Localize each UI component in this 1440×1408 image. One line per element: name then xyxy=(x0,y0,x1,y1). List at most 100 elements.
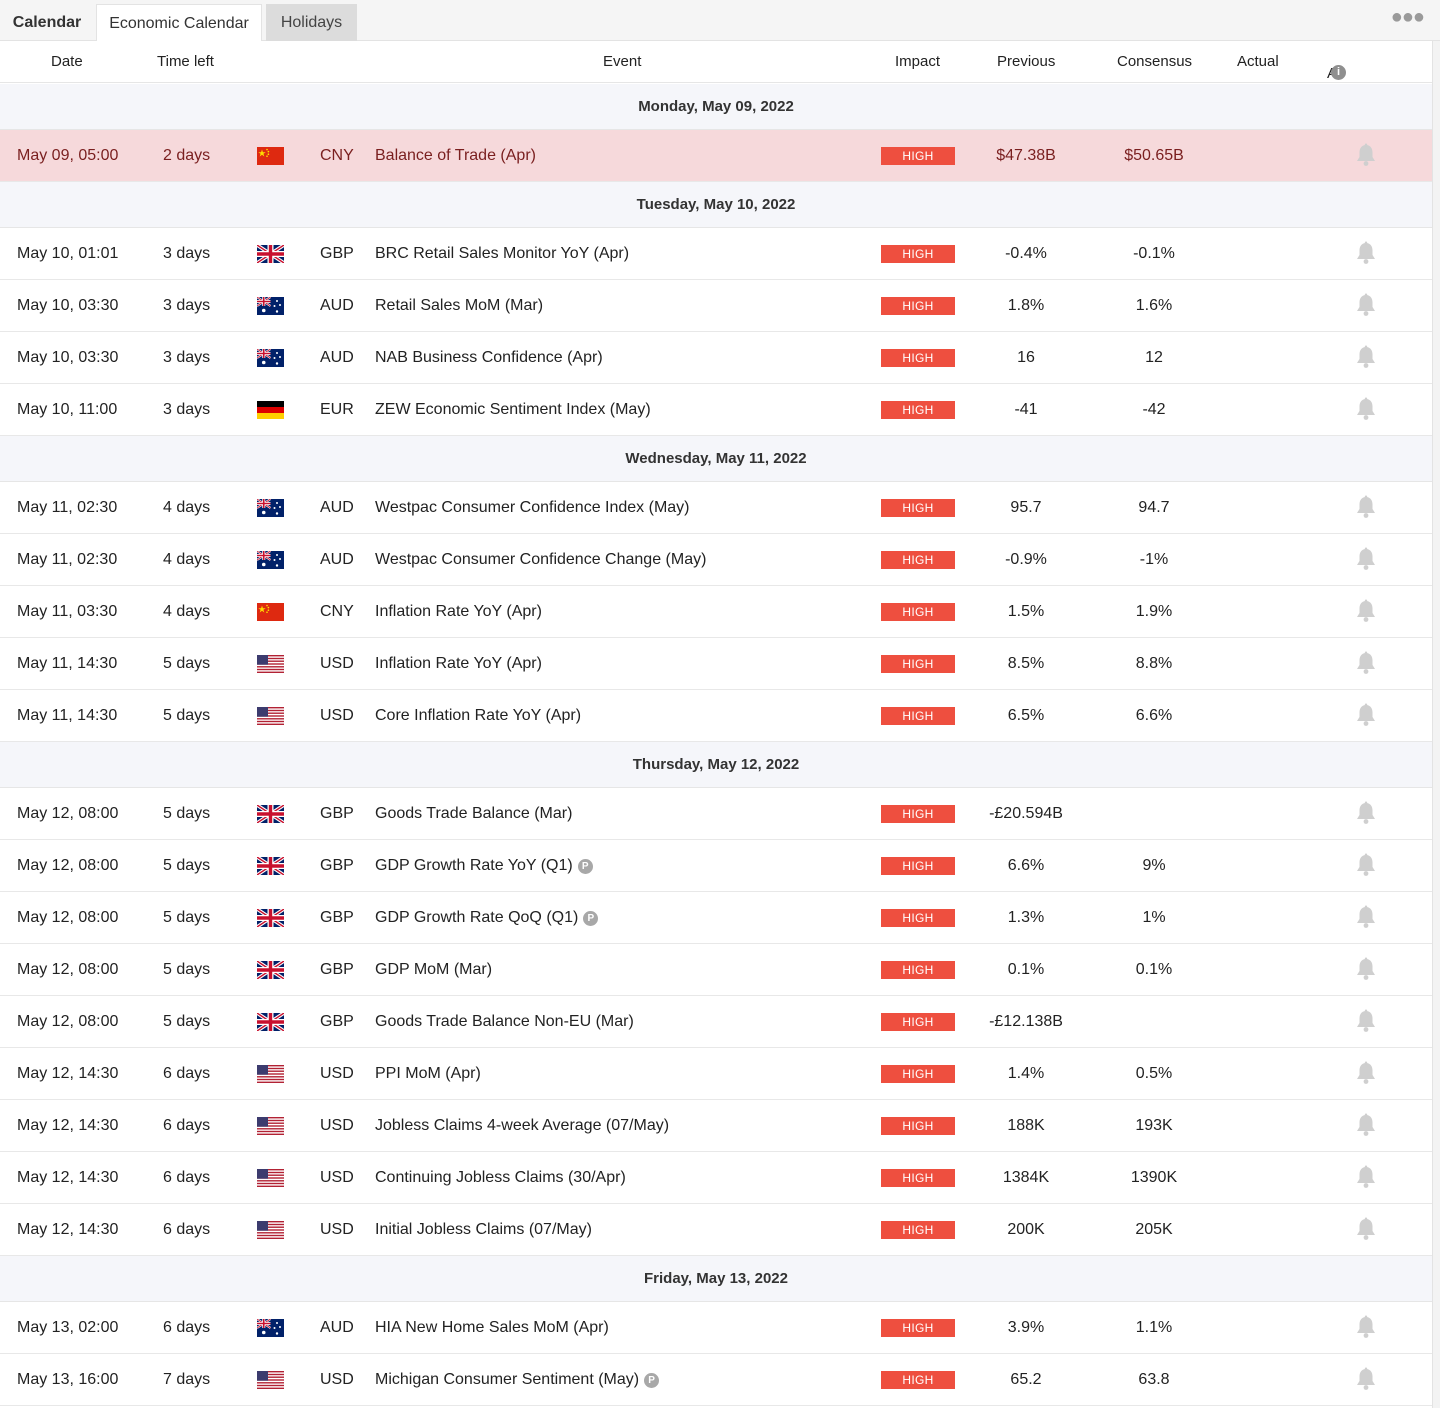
table-row[interactable]: May 12, 08:00 5 days GBP Goods Trade Bal… xyxy=(0,996,1432,1048)
event-time-left: 6 days xyxy=(163,1169,211,1186)
bell-icon[interactable] xyxy=(1355,957,1377,981)
event-title[interactable]: ZEW Economic Sentiment Index (May) xyxy=(375,401,651,418)
table-row[interactable]: May 12, 14:30 6 days USD PPI MoM (Apr) H… xyxy=(0,1048,1432,1100)
table-row[interactable]: May 10, 11:00 3 days EUR ZEW Economic Se… xyxy=(0,384,1432,436)
event-title[interactable]: Balance of Trade (Apr) xyxy=(375,147,536,164)
scrollbar[interactable] xyxy=(1432,41,1440,1408)
event-title-cell: ZEW Economic Sentiment Index (May) xyxy=(375,384,651,435)
event-consensus: 0.1% xyxy=(1135,961,1173,978)
tab-holidays[interactable]: Holidays xyxy=(266,4,357,41)
event-currency: AUD xyxy=(320,297,354,314)
table-row[interactable]: May 11, 02:30 4 days AUD Westpac Consume… xyxy=(0,482,1432,534)
col-actual[interactable]: Actual xyxy=(1237,53,1279,70)
bell-icon[interactable] xyxy=(1355,495,1377,519)
event-date: May 13, 02:00 xyxy=(17,1319,119,1336)
event-title-cell: PPI MoM (Apr) xyxy=(375,1048,481,1099)
event-date: May 11, 14:30 xyxy=(17,707,118,724)
bell-icon[interactable] xyxy=(1355,293,1377,317)
table-row[interactable]: May 11, 02:30 4 days AUD Westpac Consume… xyxy=(0,534,1432,586)
event-title[interactable]: Goods Trade Balance (Mar) xyxy=(375,805,573,822)
event-date: May 10, 01:01 xyxy=(17,245,119,262)
bell-icon[interactable] xyxy=(1355,801,1377,825)
table-row[interactable]: May 12, 08:00 5 days GBP GDP Growth Rate… xyxy=(0,892,1432,944)
event-consensus: 12 xyxy=(1145,349,1163,366)
bell-icon[interactable] xyxy=(1355,1165,1377,1189)
impact-badge: HIGH xyxy=(881,805,955,823)
bell-icon[interactable] xyxy=(1355,1009,1377,1033)
australia-flag-icon xyxy=(257,499,284,517)
event-title[interactable]: Michigan Consumer Sentiment (May) xyxy=(375,1371,640,1388)
table-row[interactable]: May 12, 08:00 5 days GBP GDP Growth Rate… xyxy=(0,840,1432,892)
table-row[interactable]: May 11, 14:30 5 days USD Inflation Rate … xyxy=(0,638,1432,690)
table-row[interactable]: May 13, 16:00 7 days USD Michigan Consum… xyxy=(0,1354,1432,1406)
event-title[interactable]: Westpac Consumer Confidence Index (May) xyxy=(375,499,690,516)
event-title[interactable]: Initial Jobless Claims (07/May) xyxy=(375,1221,592,1238)
bell-icon[interactable] xyxy=(1355,703,1377,727)
table-row[interactable]: May 12, 14:30 6 days USD Continuing Jobl… xyxy=(0,1152,1432,1204)
event-title[interactable]: Inflation Rate YoY (Apr) xyxy=(375,603,542,620)
table-row[interactable]: May 13, 02:00 6 days AUD HIA New Home Sa… xyxy=(0,1302,1432,1354)
event-consensus: 9% xyxy=(1142,857,1166,874)
bell-icon[interactable] xyxy=(1355,1315,1377,1339)
table-row[interactable]: May 10, 03:30 3 days AUD Retail Sales Mo… xyxy=(0,280,1432,332)
bell-icon[interactable] xyxy=(1355,853,1377,877)
table-row[interactable]: May 09, 05:00 2 days CNY Balance of Trad… xyxy=(0,130,1432,182)
col-time-left[interactable]: Time left xyxy=(157,53,214,70)
col-date[interactable]: Date xyxy=(51,53,83,70)
bell-icon[interactable] xyxy=(1355,905,1377,929)
event-title-cell: Michigan Consumer Sentiment (May) P xyxy=(375,1354,660,1405)
event-title[interactable]: Inflation Rate YoY (Apr) xyxy=(375,655,542,672)
event-title[interactable]: Goods Trade Balance Non-EU (Mar) xyxy=(375,1013,634,1030)
col-previous[interactable]: Previous xyxy=(997,53,1056,70)
table-row[interactable]: May 11, 03:30 4 days CNY Inflation Rate … xyxy=(0,586,1432,638)
impact-badge: HIGH xyxy=(881,1065,955,1083)
bell-icon[interactable] xyxy=(1355,1113,1377,1137)
more-dots-icon[interactable]: ●●● xyxy=(1390,6,1425,28)
bell-icon[interactable] xyxy=(1355,599,1377,623)
event-title[interactable]: Continuing Jobless Claims (30/Apr) xyxy=(375,1169,626,1186)
impact-badge: HIGH xyxy=(881,1221,955,1239)
table-row[interactable]: May 12, 08:00 5 days GBP Goods Trade Bal… xyxy=(0,788,1432,840)
event-title[interactable]: BRC Retail Sales Monitor YoY (Apr) xyxy=(375,245,630,262)
bell-icon[interactable] xyxy=(1355,345,1377,369)
table-row[interactable]: May 12, 14:30 6 days USD Initial Jobless… xyxy=(0,1204,1432,1256)
col-event[interactable]: Event xyxy=(603,53,642,70)
tab-economic-calendar[interactable]: Economic Calendar xyxy=(96,4,262,41)
event-title[interactable]: Jobless Claims 4-week Average (07/May) xyxy=(375,1117,670,1134)
bell-icon[interactable] xyxy=(1355,397,1377,421)
table-row[interactable]: May 10, 01:01 3 days GBP BRC Retail Sale… xyxy=(0,228,1432,280)
table-row[interactable]: May 12, 14:30 6 days USD Jobless Claims … xyxy=(0,1100,1432,1152)
bell-icon[interactable] xyxy=(1355,651,1377,675)
table-row[interactable]: May 10, 03:30 3 days AUD NAB Business Co… xyxy=(0,332,1432,384)
event-consensus: 193K xyxy=(1135,1117,1173,1134)
event-title[interactable]: GDP MoM (Mar) xyxy=(375,961,493,978)
col-impact[interactable]: Impact xyxy=(895,53,941,70)
table-row[interactable]: May 12, 08:00 5 days GBP GDP MoM (Mar) H… xyxy=(0,944,1432,996)
event-consensus: 1% xyxy=(1142,909,1166,926)
australia-flag-icon xyxy=(257,297,284,315)
uk-flag-icon xyxy=(257,857,284,875)
event-title[interactable]: GDP Growth Rate YoY (Q1) xyxy=(375,857,573,874)
table-row[interactable]: May 11, 14:30 5 days USD Core Inflation … xyxy=(0,690,1432,742)
event-time-left: 5 days xyxy=(163,961,211,978)
tab-calendar[interactable]: Calendar xyxy=(12,14,82,31)
info-icon[interactable]: i xyxy=(1331,65,1346,80)
bell-icon[interactable] xyxy=(1355,1061,1377,1085)
bell-icon[interactable] xyxy=(1355,1367,1377,1391)
event-title[interactable]: Core Inflation Rate YoY (Apr) xyxy=(375,707,582,724)
uk-flag-icon xyxy=(257,909,284,927)
impact-badge: HIGH xyxy=(881,147,955,165)
event-title[interactable]: Westpac Consumer Confidence Change (May) xyxy=(375,551,707,568)
event-time-left: 5 days xyxy=(163,1013,211,1030)
event-title[interactable]: NAB Business Confidence (Apr) xyxy=(375,349,603,366)
bell-icon[interactable] xyxy=(1355,143,1377,167)
event-consensus: -42 xyxy=(1142,401,1166,418)
col-consensus[interactable]: Consensus xyxy=(1117,53,1193,70)
event-title[interactable]: Retail Sales MoM (Mar) xyxy=(375,297,544,314)
bell-icon[interactable] xyxy=(1355,547,1377,571)
bell-icon[interactable] xyxy=(1355,1217,1377,1241)
event-title[interactable]: GDP Growth Rate QoQ (Q1) xyxy=(375,909,579,926)
event-title[interactable]: HIA New Home Sales MoM (Apr) xyxy=(375,1319,609,1336)
event-title[interactable]: PPI MoM (Apr) xyxy=(375,1065,481,1082)
bell-icon[interactable] xyxy=(1355,241,1377,265)
